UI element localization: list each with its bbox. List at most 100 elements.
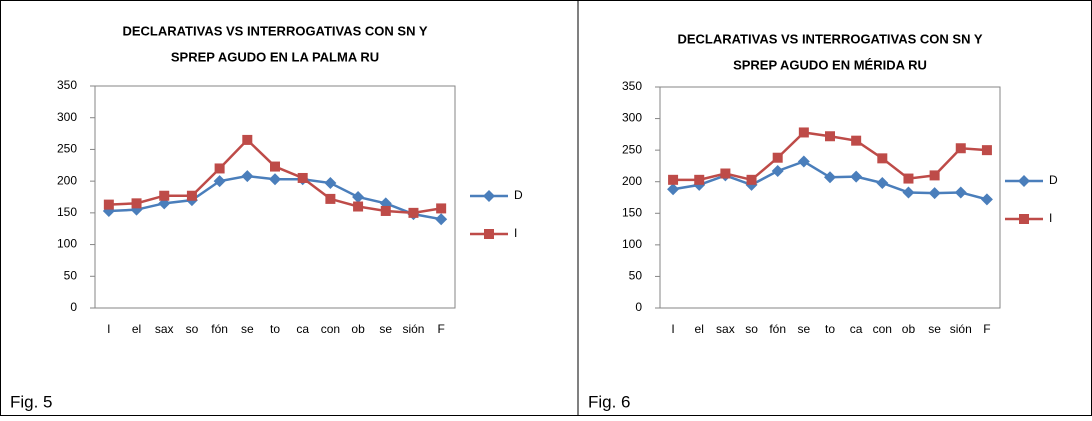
marker: [928, 187, 941, 200]
marker: [352, 191, 365, 203]
y-tick-label: 0: [70, 300, 77, 314]
x-tick-label: el: [695, 322, 704, 336]
y-tick-label: 150: [622, 205, 642, 219]
marker: [980, 193, 993, 206]
marker: [408, 207, 419, 218]
marker: [902, 186, 915, 199]
marker: [929, 170, 940, 181]
marker: [876, 176, 889, 189]
y-tick-label: 50: [64, 268, 78, 282]
chart-title: SPREP AGUDO EN LA PALMA RU: [171, 49, 379, 64]
y-tick-label: 200: [622, 174, 642, 188]
legend-label: I: [514, 226, 517, 240]
marker: [771, 164, 784, 177]
marker: [903, 173, 914, 184]
marker: [325, 193, 336, 204]
x-tick-label: ob: [351, 322, 365, 336]
marker: [981, 145, 992, 156]
marker: [955, 143, 966, 154]
x-tick-label: F: [983, 322, 990, 336]
marker: [297, 172, 308, 183]
marker: [242, 134, 253, 145]
y-tick-label: 200: [57, 173, 77, 187]
marker: [824, 171, 836, 184]
marker: [131, 198, 142, 209]
x-tick-label: sax: [716, 322, 735, 336]
x-tick-label: sax: [155, 322, 174, 336]
caption: Fig. 6: [588, 392, 631, 411]
marker: [213, 175, 226, 188]
x-tick-label: se: [928, 322, 941, 336]
marker: [214, 163, 225, 174]
marker: [850, 170, 863, 183]
x-tick-label: fón: [769, 322, 786, 336]
marker: [380, 205, 391, 216]
marker: [324, 177, 337, 190]
x-tick-label: so: [186, 322, 199, 336]
y-tick-label: 250: [57, 142, 77, 156]
marker: [954, 186, 967, 199]
y-tick-label: 150: [57, 205, 77, 219]
caption: Fig. 5: [10, 392, 53, 411]
x-tick-label: to: [825, 322, 835, 336]
marker: [159, 190, 170, 201]
marker: [668, 174, 679, 185]
y-tick-label: 250: [622, 142, 642, 156]
marker: [667, 183, 680, 196]
marker: [851, 135, 862, 146]
marker: [798, 127, 809, 138]
x-tick-label: el: [132, 322, 141, 336]
chart-title: DECLARATIVAS VS INTERROGATIVAS CON SN Y: [677, 31, 982, 46]
y-tick-label: 50: [629, 269, 643, 283]
x-tick-label: se: [241, 322, 254, 336]
plot-area: [94, 85, 456, 309]
x-tick-label: se: [379, 322, 392, 336]
x-tick-label: con: [321, 322, 340, 336]
marker: [1018, 175, 1030, 187]
x-tick-label: I: [107, 322, 110, 336]
marker: [1019, 214, 1029, 224]
chart-title: SPREP AGUDO EN MÉRIDA RU: [733, 57, 927, 72]
x-tick-label: sión: [402, 322, 424, 336]
marker: [772, 152, 783, 163]
x-tick-label: to: [270, 322, 280, 336]
plot-area: [659, 86, 1001, 309]
marker: [241, 170, 254, 183]
marker: [694, 174, 705, 185]
x-tick-label: con: [873, 322, 892, 336]
y-tick-label: 300: [57, 110, 77, 124]
marker: [353, 201, 364, 212]
y-tick-label: 350: [622, 79, 642, 93]
x-tick-label: ca: [296, 322, 309, 336]
y-tick-label: 0: [635, 300, 642, 314]
marker: [877, 153, 888, 164]
y-tick-label: 100: [57, 237, 77, 251]
x-tick-label: so: [745, 322, 758, 336]
marker: [797, 155, 810, 168]
legend-label: D: [1049, 173, 1058, 187]
marker: [436, 203, 447, 214]
y-tick-label: 300: [622, 111, 642, 125]
marker: [825, 131, 835, 142]
legend-label: D: [514, 188, 523, 202]
chart-title: DECLARATIVAS VS INTERROGATIVAS CON SN Y: [122, 23, 427, 38]
marker: [270, 161, 280, 172]
legend-label: I: [1049, 211, 1052, 225]
y-tick-label: 100: [622, 237, 642, 251]
x-tick-label: se: [798, 322, 811, 336]
marker: [269, 173, 281, 186]
x-tick-label: ob: [902, 322, 916, 336]
marker: [435, 213, 448, 226]
x-tick-label: ca: [850, 322, 863, 336]
y-tick-label: 350: [57, 78, 77, 92]
marker: [103, 199, 114, 210]
marker: [746, 174, 757, 185]
x-tick-label: I: [671, 322, 674, 336]
x-tick-label: F: [437, 322, 444, 336]
marker: [720, 168, 731, 179]
x-tick-label: fón: [211, 322, 228, 336]
marker: [484, 229, 494, 239]
marker: [483, 190, 495, 202]
x-tick-label: sión: [950, 322, 972, 336]
